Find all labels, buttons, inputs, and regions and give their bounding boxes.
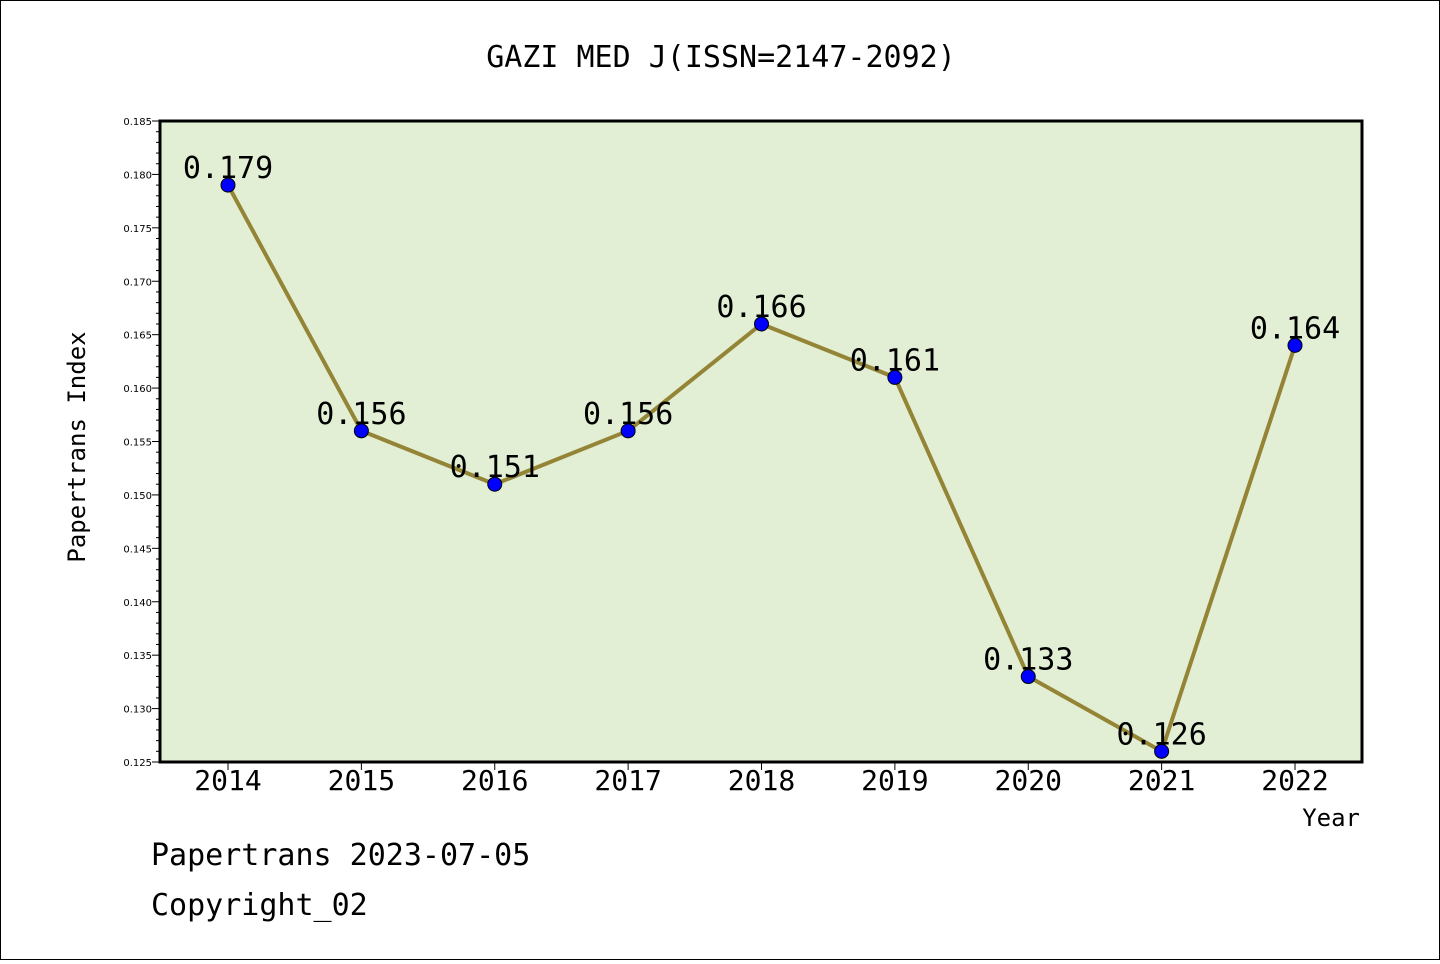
- x-tick-label: 2021: [1128, 764, 1195, 797]
- data-label: 0.126: [1116, 717, 1206, 752]
- y-tick-label: 0.150: [123, 491, 152, 502]
- x-tick-label: 2019: [861, 764, 928, 797]
- data-point: [754, 316, 769, 332]
- data-point: [1154, 743, 1170, 759]
- y-tick-label: 0.170: [123, 277, 152, 288]
- x-tick-label: 2014: [194, 764, 261, 797]
- y-tick-label: 0.160: [123, 384, 152, 395]
- x-tick-label: 2020: [995, 764, 1062, 797]
- data-point: [887, 369, 903, 385]
- plot-area: [160, 121, 1362, 762]
- data-label: 0.151: [450, 450, 540, 485]
- data-label: 0.166: [716, 290, 806, 325]
- y-tick-label: 0.125: [123, 758, 152, 769]
- y-tick-label: 0.180: [123, 170, 152, 181]
- y-tick-label: 0.140: [123, 598, 152, 609]
- y-tick-label: 0.145: [123, 544, 152, 555]
- data-point: [620, 423, 636, 439]
- series-group: 0.179 0.156 0.151 0.156 0.166 0.161 0.133 0.126…: [183, 151, 1340, 759]
- y-axis-label: Papertrans Index: [63, 331, 91, 562]
- data-label: 0.156: [316, 397, 406, 432]
- data-point: [220, 177, 236, 193]
- data-point: [1287, 337, 1303, 353]
- data-label: 0.156: [583, 397, 673, 432]
- data-point: [487, 476, 503, 492]
- plot-border: [158, 119, 1364, 764]
- y-tick-label: 0.175: [123, 224, 152, 235]
- data-point: [1020, 669, 1036, 685]
- y-tick-label: 0.185: [123, 117, 152, 128]
- x-tick-label: 2015: [328, 764, 395, 797]
- data-label: 0.164: [1250, 311, 1340, 346]
- data-label: 0.179: [183, 151, 273, 186]
- data-label: 0.161: [850, 343, 940, 378]
- y-tick-label: 0.155: [123, 438, 152, 449]
- x-axis-ticks: 2014 2015 2016 2017 2018 2019 2020 2021 2022: [194, 762, 1329, 797]
- y-tick-label: 0.135: [123, 651, 152, 662]
- y-tick-label: 0.165: [123, 331, 152, 342]
- footer-copyright: Copyright_02: [151, 888, 368, 923]
- footer-date: Papertrans 2023-07-05: [151, 838, 530, 873]
- x-tick-label: 2016: [461, 764, 528, 797]
- x-tick-label: 2017: [594, 764, 661, 797]
- data-label: 0.133: [983, 643, 1073, 678]
- x-tick-label: 2018: [728, 764, 795, 797]
- x-axis-label: Year: [1302, 804, 1360, 832]
- y-axis-ticks: 0.125 0.130 0.135 0.140 0.145 0.150 0.155 0.160…: [123, 117, 160, 769]
- chart-title: GAZI MED J(ISSN=2147-2092): [486, 40, 956, 75]
- data-point: [353, 423, 369, 439]
- y-tick-label: 0.130: [123, 705, 152, 716]
- x-tick-label: 2022: [1261, 764, 1328, 797]
